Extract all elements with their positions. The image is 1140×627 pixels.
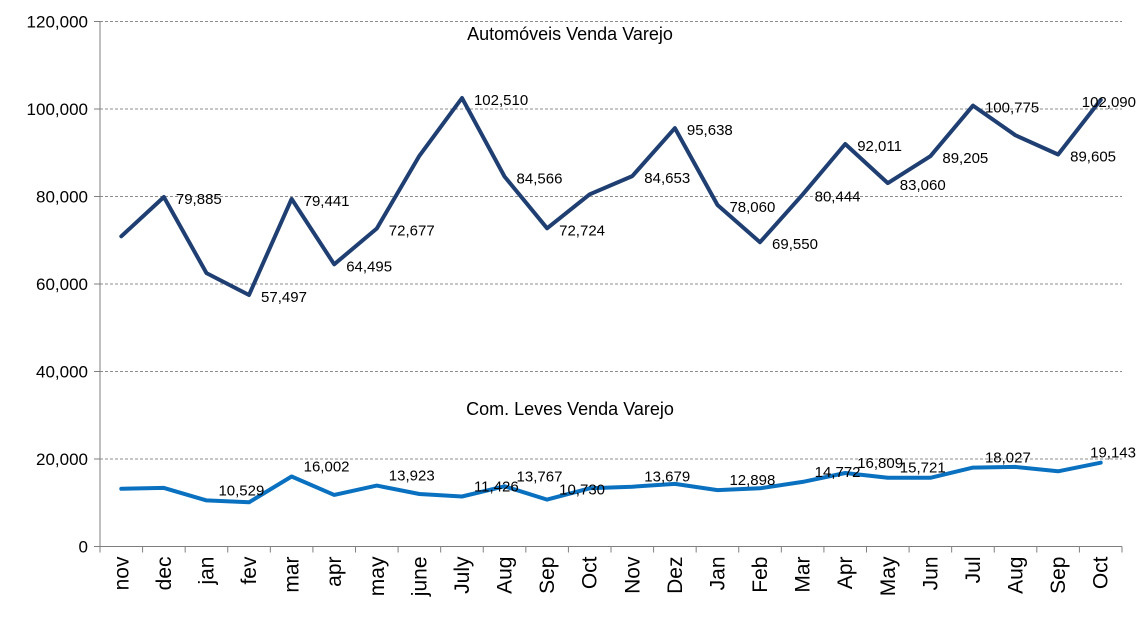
x-tick-label: Nov [621, 556, 644, 594]
series-line-1 [119, 460, 1103, 505]
x-tick-label: Oct [579, 556, 602, 589]
y-tick-label: 120,000 [27, 13, 88, 32]
x-tick-label: Aug [1005, 557, 1028, 594]
data-label: 69,550 [772, 236, 818, 253]
data-label: 13,923 [389, 468, 435, 485]
x-tick-label: june [408, 557, 431, 598]
x-tick-label: Jan [706, 557, 729, 591]
y-tick-label: 20,000 [36, 450, 88, 469]
y-tick-label: 100,000 [27, 100, 88, 119]
data-labels: 79,885 57,497 79,441 64,495 72,677 102,510 84,… [176, 92, 1136, 499]
x-tick-label: Feb [749, 557, 772, 593]
data-label: 13,679 [644, 469, 690, 486]
data-label: 92,011 [857, 138, 902, 155]
x-tick-label: Mar [792, 556, 815, 592]
x-tick-label: Sep [1047, 557, 1070, 594]
x-tick-label: mar [281, 556, 304, 592]
x-tick-label: dec [153, 557, 176, 591]
x-tick-label: Jul [962, 557, 985, 584]
y-tick-labels: 0 20,000 40,000 60,000 80,000 100,000 120,000 [27, 13, 88, 557]
x-tick-label: fev [238, 556, 261, 585]
data-label: 12,898 [729, 472, 775, 489]
data-label: 84,566 [517, 171, 563, 188]
x-tick-label: jan [195, 557, 218, 586]
data-label: 100,775 [985, 100, 1039, 117]
data-label: 10,529 [218, 482, 264, 499]
x-tick-label: Jun [919, 557, 942, 591]
data-label: 13,767 [517, 468, 563, 485]
data-label: 18,027 [985, 450, 1031, 467]
series-line-0 [119, 96, 1103, 297]
data-label: 64,495 [346, 258, 392, 275]
y-tick-label: 0 [79, 538, 88, 557]
data-label: 16,809 [857, 455, 903, 472]
y-tick-label: 40,000 [36, 363, 88, 382]
x-tick-label: Apr [834, 557, 857, 590]
series-lines [119, 96, 1103, 505]
data-label: 14,772 [815, 464, 861, 481]
y-tick-label: 80,000 [36, 188, 88, 207]
x-tick-labels: nov dec jan fev mar apr may june July Aug Sep Oct No… [110, 556, 1112, 597]
x-tick-label: May [877, 556, 900, 596]
data-label: 72,677 [389, 223, 435, 240]
data-label: 84,653 [644, 170, 690, 187]
data-label: 89,605 [1070, 148, 1116, 165]
y-tick-label: 60,000 [36, 275, 88, 294]
series-title-automoveis: Automóveis Venda Varejo [467, 24, 673, 44]
data-label: 19,143 [1090, 445, 1136, 462]
data-label: 79,441 [304, 193, 350, 210]
data-label: 83,060 [900, 177, 946, 194]
axes [94, 21, 1123, 553]
x-tick-label: Sep [536, 557, 559, 594]
data-label: 15,721 [900, 460, 946, 477]
data-label: 80,444 [815, 189, 861, 206]
data-label: 10,730 [559, 482, 605, 499]
x-tick-label: nov [110, 556, 133, 590]
data-label: 102,510 [474, 92, 528, 109]
data-label: 72,724 [559, 222, 605, 239]
data-label: 79,885 [176, 191, 222, 208]
x-tick-label: Oct [1090, 556, 1113, 589]
data-label: 102,090 [1082, 94, 1136, 111]
x-tick-label: Aug [494, 557, 517, 594]
x-tick-label: apr [323, 557, 346, 587]
data-label: 78,060 [729, 199, 775, 216]
data-label: 95,638 [687, 122, 733, 139]
data-label: 16,002 [304, 458, 350, 475]
series-title-com-leves: Com. Leves Venda Varejo [466, 399, 674, 419]
x-tick-label: July [451, 556, 474, 594]
data-label: 89,205 [942, 150, 988, 167]
gridlines [100, 21, 1122, 460]
data-label: 11,426 [474, 479, 519, 496]
data-label: 57,497 [261, 289, 307, 306]
x-tick-label: Dez [664, 557, 687, 594]
x-tick-label: may [366, 556, 389, 596]
